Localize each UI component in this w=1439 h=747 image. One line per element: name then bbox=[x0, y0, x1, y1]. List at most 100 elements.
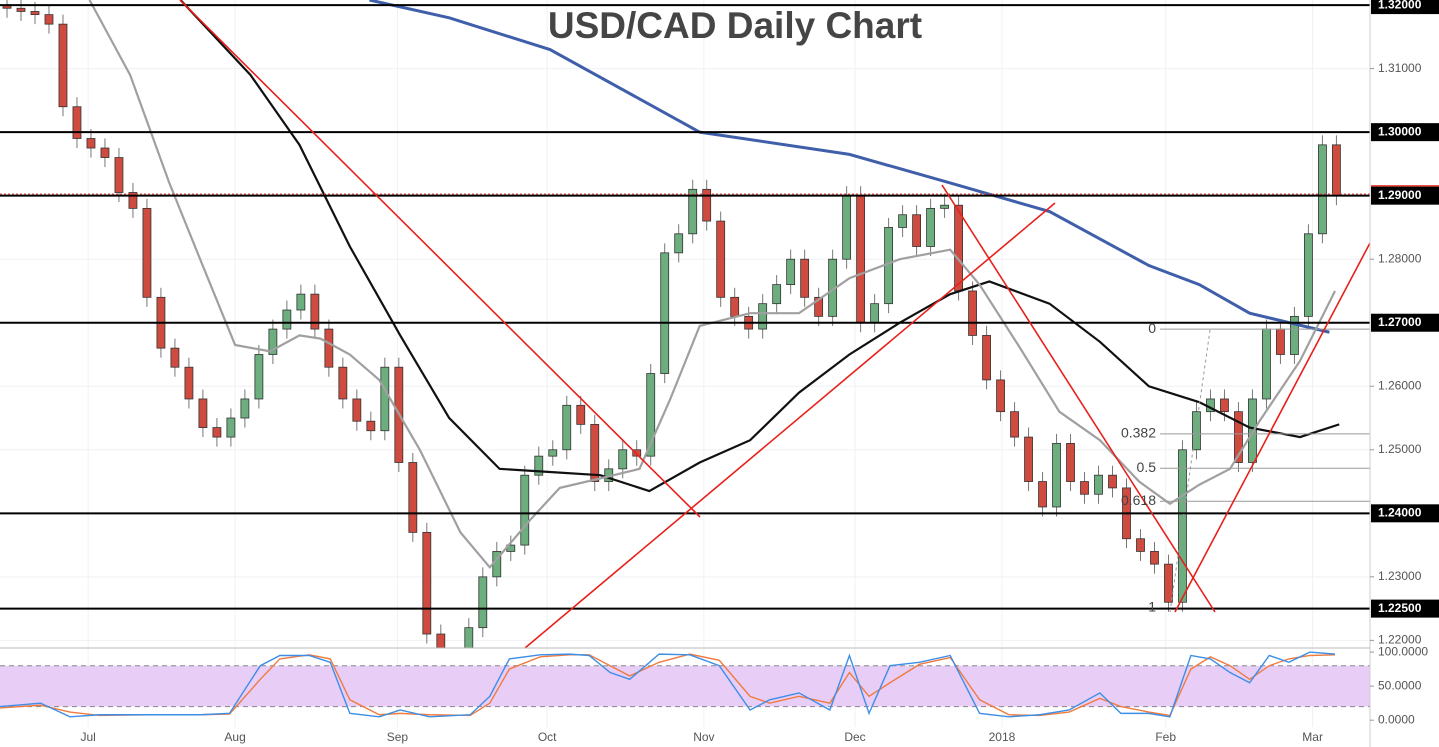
candle-body bbox=[114, 157, 124, 193]
candle-body bbox=[1262, 328, 1271, 400]
candle-body bbox=[688, 188, 698, 235]
candle-body bbox=[198, 398, 208, 428]
candle-body bbox=[786, 258, 796, 286]
y-tick-label: 1.26000 bbox=[1378, 378, 1422, 392]
candle-body bbox=[226, 417, 236, 438]
candle-body bbox=[352, 398, 362, 422]
candle-body bbox=[380, 366, 390, 432]
y-tick-label: 0.0000 bbox=[1378, 712, 1415, 726]
price-panel bbox=[0, 0, 1370, 648]
candle-body bbox=[1164, 563, 1173, 603]
candle-body bbox=[982, 335, 991, 381]
y-tick-label: 100.0000 bbox=[1378, 644, 1428, 658]
x-tick-label: Aug bbox=[224, 730, 245, 744]
candle-body bbox=[464, 627, 474, 648]
candle-body bbox=[1290, 315, 1299, 355]
candle-body bbox=[1150, 551, 1159, 565]
oscillator-line bbox=[0, 653, 1336, 717]
candle-body bbox=[520, 474, 530, 546]
candle-body bbox=[968, 290, 977, 336]
x-tick-label: Dec bbox=[844, 730, 865, 744]
candle-body bbox=[324, 328, 334, 368]
candle-body bbox=[576, 404, 586, 425]
candle-body bbox=[590, 423, 600, 482]
trendlines bbox=[179, 0, 1370, 648]
candle-body bbox=[30, 11, 40, 16]
x-tick-label: 2018 bbox=[989, 730, 1016, 744]
candle-body bbox=[1304, 233, 1313, 317]
level-box bbox=[1371, 0, 1439, 15]
y-tick-label: 1.22000 bbox=[1378, 633, 1422, 647]
candle-body bbox=[618, 449, 628, 470]
fib-label: 1 bbox=[1148, 599, 1156, 615]
candle-body bbox=[716, 220, 726, 298]
moving-average bbox=[179, 0, 1340, 493]
fib-label: 0 bbox=[1148, 320, 1156, 336]
fib-label: 0.382 bbox=[1121, 425, 1156, 441]
level-label: 1.30000 bbox=[1378, 124, 1422, 138]
moving-average bbox=[88, 0, 1337, 570]
oscillator-band bbox=[0, 665, 1370, 707]
candle-body bbox=[856, 195, 866, 324]
candle-body bbox=[72, 106, 82, 139]
x-tick-label: Feb bbox=[1155, 730, 1176, 744]
candle-body bbox=[338, 366, 348, 400]
candle-body bbox=[86, 138, 96, 149]
candle-body bbox=[422, 531, 432, 635]
candle-body bbox=[730, 296, 740, 317]
x-tick-label: Mar bbox=[1302, 730, 1323, 744]
candle-body bbox=[898, 214, 908, 228]
level-label: 1.22500 bbox=[1378, 601, 1422, 615]
candle-body bbox=[912, 214, 921, 247]
candle-body bbox=[1276, 328, 1285, 355]
candle-body bbox=[212, 427, 222, 438]
x-tick-label: Jul bbox=[80, 730, 95, 744]
y-tick-label: 50.0000 bbox=[1378, 678, 1422, 692]
candle-body bbox=[954, 204, 963, 292]
candle-body bbox=[926, 207, 935, 247]
candle-body bbox=[758, 303, 768, 330]
candle-body bbox=[814, 296, 824, 317]
candle-body bbox=[282, 309, 292, 330]
candle-body bbox=[142, 207, 152, 298]
candle-body bbox=[310, 293, 320, 330]
candle-body bbox=[1094, 474, 1103, 495]
y-tick-label: 1.31000 bbox=[1378, 61, 1422, 75]
x-tick-label: Sep bbox=[387, 730, 409, 744]
candle-body bbox=[58, 23, 68, 108]
trendline bbox=[941, 184, 1216, 613]
candle-body bbox=[296, 293, 306, 311]
candle-body bbox=[1318, 144, 1327, 235]
candle-body bbox=[1136, 538, 1145, 552]
candle-body bbox=[184, 366, 194, 400]
candle-body bbox=[702, 188, 712, 222]
candle-body bbox=[170, 347, 180, 368]
level-label: 1.29000 bbox=[1378, 188, 1422, 202]
candle-body bbox=[940, 204, 949, 209]
candle-body bbox=[268, 328, 278, 355]
candle-body bbox=[44, 14, 54, 25]
x-tick-label: Oct bbox=[538, 730, 557, 744]
candle-body bbox=[772, 284, 782, 305]
fib-label: 0.618 bbox=[1121, 492, 1156, 508]
y-tick-label: 1.25000 bbox=[1378, 442, 1422, 456]
trendline bbox=[179, 0, 701, 518]
candle-body bbox=[842, 195, 852, 260]
candle-body bbox=[674, 233, 684, 254]
level-box bbox=[1371, 123, 1439, 142]
level-label: 1.24000 bbox=[1378, 505, 1422, 519]
candle-body bbox=[562, 404, 572, 451]
candle-body bbox=[408, 462, 418, 533]
trendline bbox=[524, 202, 1056, 648]
candle-body bbox=[1192, 411, 1201, 451]
candle-body bbox=[1066, 443, 1075, 482]
candle-body bbox=[240, 398, 250, 419]
candle-body bbox=[660, 252, 670, 374]
candle-body bbox=[870, 303, 880, 324]
level-label: 1.27000 bbox=[1378, 315, 1422, 329]
candle-body bbox=[436, 633, 446, 648]
level-box bbox=[1371, 504, 1439, 523]
moving-average bbox=[369, 0, 1330, 334]
